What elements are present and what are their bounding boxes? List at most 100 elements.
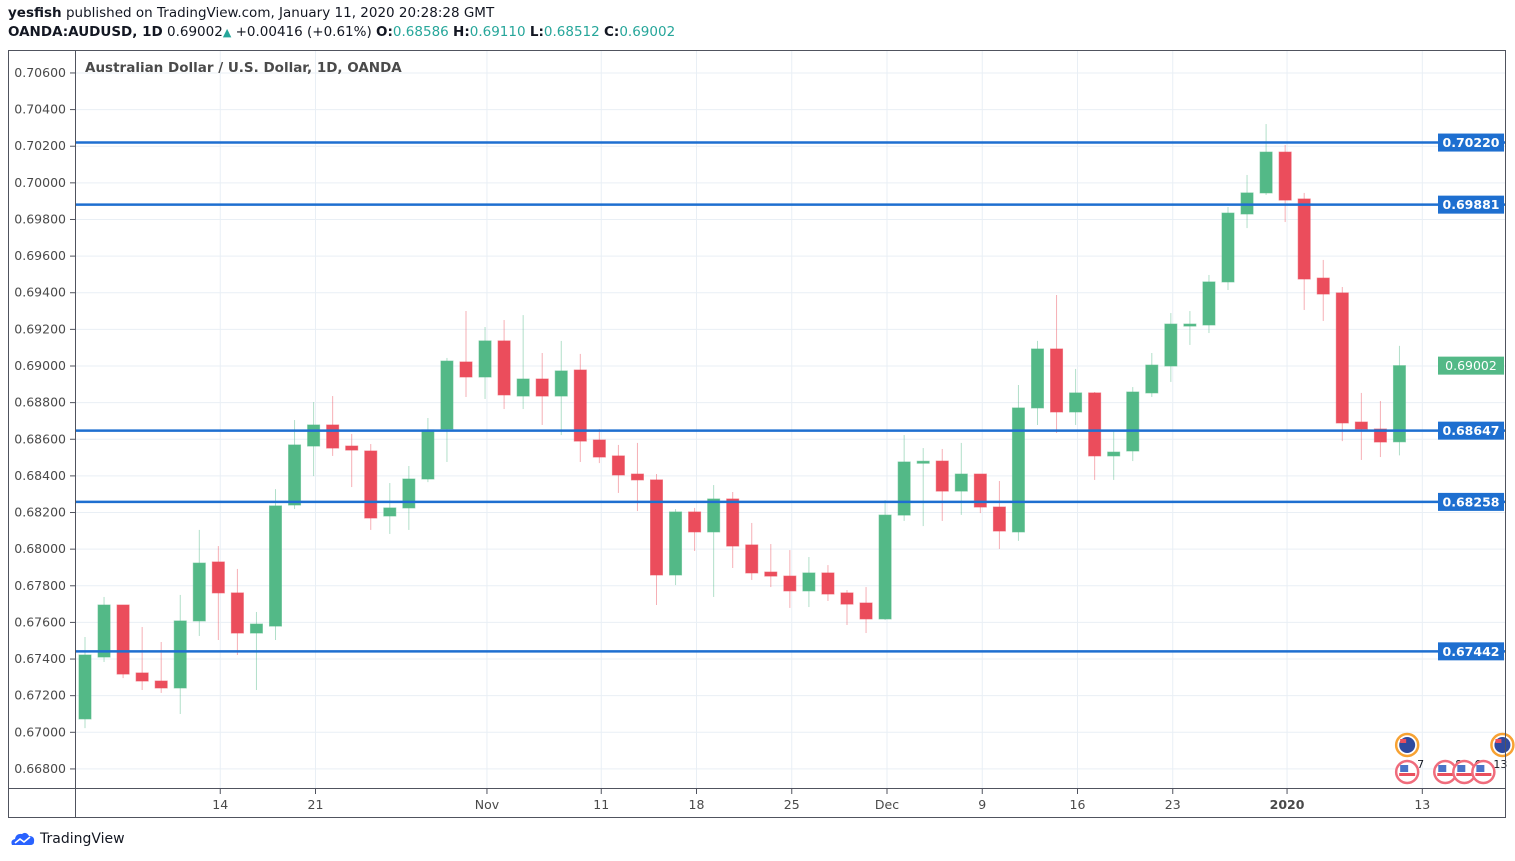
tradingview-logo[interactable]: TradingView <box>10 831 125 847</box>
publish-info: yesfish published on TradingView.com, Ja… <box>8 5 494 21</box>
candle-body <box>1107 451 1121 457</box>
flag-canton <box>1476 765 1485 772</box>
candle-down <box>1316 259 1330 321</box>
candle-body <box>1392 365 1406 443</box>
price-tick-label: 0.69200 <box>14 321 66 336</box>
event-count-label: 7 <box>1417 758 1424 771</box>
price-tick-label: 0.67000 <box>14 724 66 739</box>
price-tick-label: 0.68400 <box>14 468 66 483</box>
price-tick-label: 0.67800 <box>14 578 66 593</box>
candle-down <box>611 444 625 493</box>
candle-down <box>230 568 244 656</box>
level-price-badge <box>1438 642 1504 661</box>
candle-body <box>1202 281 1216 326</box>
candle-down <box>1088 392 1102 480</box>
price-tick-label: 0.68600 <box>14 431 66 446</box>
candle-down <box>821 565 835 601</box>
time-tick-label: 21 <box>308 797 324 812</box>
cloud-icon <box>11 832 35 845</box>
candle-body <box>307 424 321 447</box>
candle-up <box>1183 311 1197 345</box>
candle-down <box>364 444 378 530</box>
economic-event-usa-flag-icon[interactable]: 7 <box>1394 758 1424 785</box>
price-tick-label: 0.67400 <box>14 651 66 666</box>
candle-up <box>307 402 321 477</box>
candle-body <box>573 369 587 442</box>
candle-body <box>269 505 282 627</box>
candle-body <box>688 511 702 533</box>
candle-body <box>1354 421 1368 430</box>
candle-up <box>1164 313 1178 382</box>
candle-up <box>288 420 302 510</box>
level-price-label: 0.67442 <box>1443 644 1500 659</box>
level-price-label: 0.70220 <box>1443 135 1500 150</box>
candle-down <box>688 507 702 551</box>
candle-down <box>1354 392 1368 460</box>
up-arrow-icon: ▲ <box>222 26 232 39</box>
event-count-label: 13 <box>1493 758 1507 771</box>
candle-body <box>230 592 244 634</box>
time-tick-label: Nov <box>475 797 500 812</box>
candle-down <box>859 587 873 634</box>
candle-body <box>1164 323 1178 367</box>
candle-down <box>1373 400 1387 458</box>
candle-body <box>1221 212 1235 283</box>
candle-body <box>916 460 930 464</box>
economic-event-australia-flag-icon[interactable] <box>1394 732 1420 758</box>
candle-body <box>1259 151 1273 194</box>
candle-body <box>345 445 359 451</box>
author-name[interactable]: yesfish <box>8 5 62 21</box>
level-price-badge <box>1438 421 1504 440</box>
candle-body <box>154 680 168 689</box>
publish-text: published on TradingView.com, January 11… <box>65 5 495 21</box>
chart-title: Australian Dollar / U.S. Dollar, 1D, OAN… <box>85 60 402 76</box>
candle-down <box>592 429 606 464</box>
candle-up <box>1202 274 1216 334</box>
close-label: C: <box>604 24 620 40</box>
candle-down <box>135 626 149 690</box>
candle-body <box>78 654 92 720</box>
candle-down <box>650 474 663 606</box>
candle-down <box>745 522 759 580</box>
candle-body <box>421 429 435 480</box>
time-tick-label: 16 <box>1070 797 1086 812</box>
candle-up <box>707 485 721 597</box>
candle-up <box>916 448 930 527</box>
candle-body <box>611 455 625 476</box>
level-price-label: 0.69881 <box>1443 197 1500 212</box>
flag-canton <box>1400 765 1409 772</box>
flag-canton <box>1438 765 1447 772</box>
price-tick-label: 0.69400 <box>14 285 66 300</box>
candle-body <box>1031 348 1044 409</box>
economic-event-australia-flag-icon[interactable] <box>1490 732 1515 758</box>
candle-down <box>1335 287 1349 442</box>
price-tick-label: 0.69600 <box>14 248 66 263</box>
brand-name: TradingView <box>40 831 125 847</box>
price-tick-label: 0.67600 <box>14 614 66 629</box>
candle-body <box>1145 364 1159 394</box>
price-tick-label: 0.66800 <box>14 761 66 776</box>
candle-body <box>211 561 225 594</box>
candle-body <box>878 514 892 620</box>
candle-up <box>269 489 282 640</box>
candle-body <box>897 461 911 516</box>
candle-up <box>478 326 492 399</box>
candle-body <box>821 572 835 595</box>
candle-down <box>783 550 797 608</box>
candle-body <box>516 378 530 397</box>
candle-body <box>554 370 568 397</box>
candle-body <box>783 575 797 592</box>
candle-down <box>345 433 359 488</box>
candle-down <box>459 311 473 397</box>
candle-body <box>192 562 206 622</box>
candle-up <box>1031 340 1044 425</box>
low-label: L: <box>529 24 544 40</box>
candle-up <box>1145 352 1159 397</box>
economic-event-usa-flag-icon[interactable]: 13 <box>1471 758 1507 785</box>
candle-down <box>1297 192 1311 310</box>
price-tick-label: 0.69800 <box>14 211 66 226</box>
candle-up <box>173 594 187 714</box>
candle-body <box>97 604 111 658</box>
time-tick-label: 18 <box>689 797 705 812</box>
